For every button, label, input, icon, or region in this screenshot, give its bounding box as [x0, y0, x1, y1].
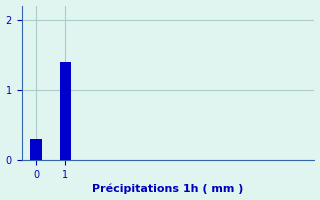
Bar — [30, 139, 42, 160]
X-axis label: Précipitations 1h ( mm ): Précipitations 1h ( mm ) — [92, 184, 244, 194]
Bar — [60, 62, 71, 160]
